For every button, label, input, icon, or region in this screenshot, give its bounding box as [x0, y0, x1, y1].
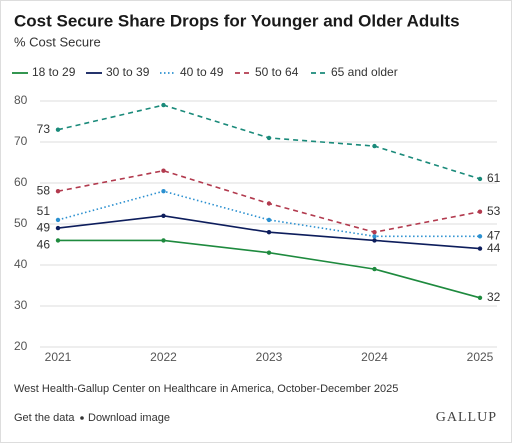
data-point [55, 225, 61, 231]
x-tick-label: 2024 [361, 350, 388, 364]
legend-label: 65 and older [331, 65, 398, 79]
data-point [161, 168, 166, 173]
x-tick-label: 2023 [256, 350, 283, 364]
data-point [266, 250, 272, 255]
data-point [372, 234, 377, 239]
x-tick-label: 2022 [150, 350, 177, 364]
data-point [55, 189, 61, 194]
data-point [266, 201, 272, 206]
data-point [372, 266, 377, 272]
data-label: 44 [487, 241, 501, 255]
data-point [266, 135, 272, 141]
data-label: 32 [487, 290, 501, 304]
x-tick-label: 2025 [467, 350, 494, 364]
y-tick-label: 40 [14, 257, 28, 271]
data-point [477, 176, 483, 182]
legend-label: 40 to 49 [180, 65, 224, 79]
data-point [161, 238, 166, 243]
data-label: 53 [487, 204, 501, 218]
data-label: 58 [37, 183, 51, 197]
data-point [477, 295, 483, 300]
download-link[interactable]: Download image [88, 412, 170, 424]
data-point [372, 238, 377, 243]
data-point [372, 143, 377, 149]
y-tick-label: 60 [14, 175, 28, 189]
data-label: 51 [37, 204, 51, 218]
x-tick-label: 2021 [45, 350, 72, 364]
data-label: 61 [487, 171, 501, 185]
data-point [477, 234, 483, 239]
y-tick-label: 20 [14, 339, 28, 353]
y-tick-label: 50 [14, 216, 28, 230]
chart-subtitle: % Cost Secure [14, 34, 101, 49]
data-point [266, 230, 272, 235]
data-link[interactable]: Get the data [14, 412, 75, 424]
series-line [57, 190, 480, 238]
y-tick-label: 30 [14, 298, 28, 312]
data-point [477, 209, 483, 214]
data-point [161, 102, 166, 108]
data-point [266, 217, 272, 223]
y-tick-label: 80 [14, 93, 28, 107]
data-point [55, 217, 61, 223]
legend-label: 50 to 64 [255, 65, 299, 79]
legend-label: 30 to 39 [106, 65, 150, 79]
data-label: 46 [37, 238, 51, 252]
brand-logo: GALLUP [436, 410, 497, 425]
chart-title: Cost Secure Share Drops for Younger and … [14, 11, 460, 30]
data-point [161, 189, 166, 194]
data-label: 47 [487, 228, 501, 242]
legend-label: 18 to 29 [32, 65, 76, 79]
source-note: West Health-Gallup Center on Healthcare … [14, 383, 398, 395]
data-point [161, 213, 166, 218]
link-separator [80, 416, 84, 420]
data-point [372, 230, 377, 235]
y-tick-label: 70 [14, 134, 28, 148]
data-label: 73 [37, 122, 51, 136]
data-point [55, 238, 61, 243]
data-point [55, 127, 61, 132]
data-point [477, 246, 483, 251]
data-label: 49 [37, 220, 51, 234]
